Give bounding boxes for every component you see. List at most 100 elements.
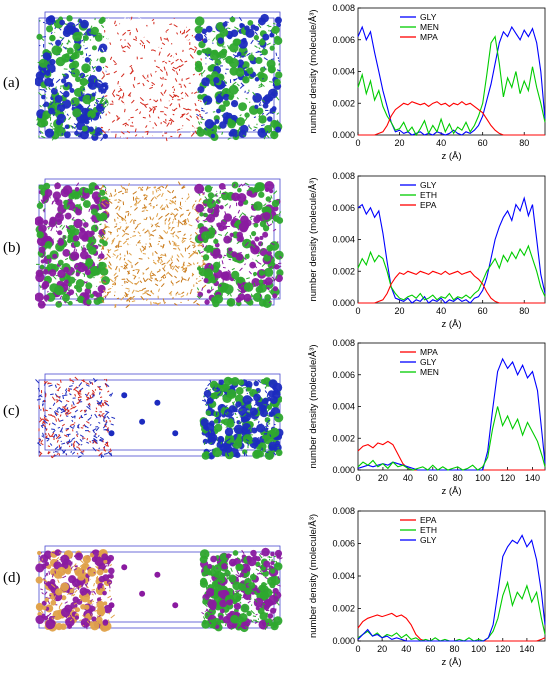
molecule-bond — [181, 237, 185, 242]
molecule-bond — [145, 209, 149, 212]
molecule-bond — [246, 52, 251, 56]
molecule-blob — [60, 623, 67, 630]
molecule-bond — [157, 117, 162, 122]
molecule-bond — [39, 130, 44, 134]
molecule-bond — [266, 112, 270, 116]
molecule-bond — [137, 231, 141, 235]
molecule-bond — [121, 122, 123, 124]
molecule-blob — [49, 216, 57, 224]
molecule-bond — [174, 244, 177, 247]
molecule-bond — [89, 187, 94, 191]
molecule-bond — [118, 206, 121, 211]
molecule-blob — [243, 293, 252, 302]
molecule-bond — [173, 213, 178, 218]
molecule-bond — [176, 48, 180, 51]
plot-frame — [357, 510, 546, 642]
molecule-blob — [237, 277, 244, 284]
x-tick-label: 0 — [355, 138, 360, 148]
molecule-bond — [183, 220, 187, 225]
molecule-bond — [100, 454, 105, 458]
molecule-blob — [54, 285, 64, 296]
molecule-bond — [196, 113, 200, 117]
molecule-bond — [257, 420, 260, 424]
molecule-blob — [242, 449, 248, 455]
molecule-bond — [70, 379, 75, 383]
molecule-bond — [166, 231, 169, 234]
molecule-bond — [174, 78, 178, 82]
molecule-bond — [196, 251, 199, 255]
molecule-bond — [272, 43, 276, 46]
molecule-bond — [166, 28, 169, 32]
molecule-bond — [52, 402, 56, 406]
molecule-bond — [53, 20, 56, 23]
molecule-blob — [254, 104, 259, 109]
molecule-bond — [91, 588, 96, 591]
molecule-bond — [187, 211, 191, 217]
molecule-bond — [99, 91, 103, 97]
molecule-bond — [204, 387, 208, 391]
molecule-bond — [159, 204, 164, 209]
molecule-bond — [114, 303, 117, 308]
molecule-bond — [64, 412, 67, 416]
molecule-bond — [93, 70, 96, 73]
molecule-blob — [57, 247, 62, 252]
molecule-bond — [124, 261, 129, 266]
molecule-bond — [268, 445, 272, 450]
molecule-bond — [107, 390, 110, 393]
molecule-bond — [93, 582, 95, 587]
molecule-blob — [203, 268, 213, 278]
molecule-bond — [135, 198, 138, 203]
molecule-bond — [208, 57, 214, 61]
molecule-bond — [264, 385, 268, 389]
molecule-bond — [40, 255, 45, 258]
molecule-bond — [244, 241, 249, 247]
molecule-bond — [61, 423, 65, 427]
molecule-bond — [107, 81, 110, 86]
molecule-bond — [110, 192, 113, 197]
molecule-bond — [136, 74, 139, 78]
molecule-bond — [102, 226, 107, 231]
molecule-blob — [266, 250, 272, 256]
molecule-blob — [202, 254, 210, 261]
molecule-bond — [211, 129, 215, 133]
molecule-bond — [119, 87, 123, 91]
molecule-blob — [221, 563, 228, 570]
molecule-blob — [264, 277, 273, 286]
molecule-blob — [273, 616, 283, 626]
molecule-bond — [165, 71, 168, 76]
molecule-bond — [43, 581, 47, 585]
molecule-bond — [42, 432, 45, 436]
molecule-bond — [80, 443, 83, 446]
molecule-bond — [187, 277, 190, 282]
molecule-bond — [237, 126, 241, 132]
molecule-bond — [116, 234, 119, 237]
molecule-blob — [103, 559, 108, 564]
molecule-bond — [154, 122, 158, 127]
molecule-blob — [74, 130, 79, 136]
molecule-bond — [101, 402, 105, 407]
molecule-bond — [86, 438, 89, 441]
molecule-bond — [190, 131, 194, 134]
molecule-blob — [263, 254, 271, 262]
molecule-bond — [239, 593, 243, 597]
molecule-bond — [216, 567, 218, 569]
molecule-bond — [168, 119, 172, 122]
molecule-bond — [267, 556, 271, 558]
molecule-bond — [75, 23, 80, 26]
molecule-bond — [146, 39, 151, 44]
molecule-bond — [154, 223, 158, 228]
molecule-bond — [38, 394, 42, 398]
molecule-bond — [118, 97, 121, 101]
molecule-bond — [167, 53, 171, 57]
molecule-bond — [182, 261, 185, 266]
molecule-bond — [177, 27, 180, 30]
molecule-bond — [137, 82, 141, 85]
molecule-bond — [72, 593, 76, 597]
molecule-bond — [147, 186, 151, 189]
molecule-bond — [101, 99, 107, 104]
molecule-bond — [41, 421, 45, 425]
molecule-bond — [253, 418, 258, 421]
molecule-bond — [155, 302, 160, 306]
molecule-bond — [110, 24, 115, 28]
molecule-blob — [75, 208, 82, 216]
